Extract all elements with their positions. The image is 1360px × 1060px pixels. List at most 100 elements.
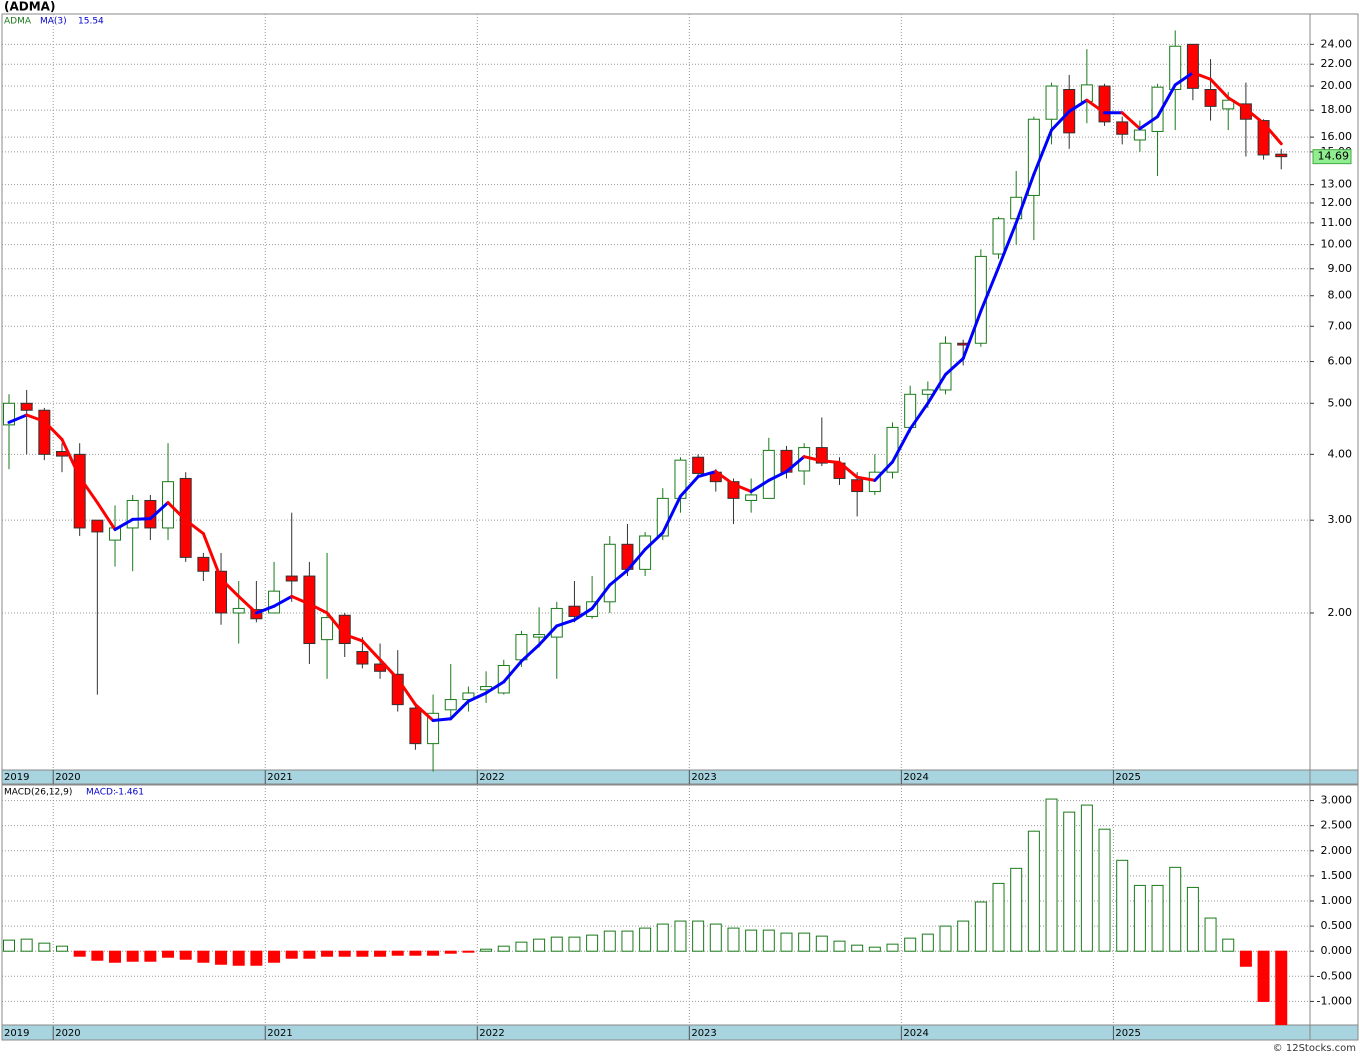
ma-segment — [537, 624, 559, 647]
candle-body — [38, 409, 51, 455]
candle-body — [603, 543, 616, 603]
year-label: 2021 — [267, 1028, 292, 1039]
macd-bar — [73, 950, 86, 957]
candle-body — [126, 499, 139, 529]
year-label: 2024 — [903, 1028, 928, 1039]
macd-bar — [992, 882, 1005, 952]
last-price-box — [1312, 149, 1352, 165]
y-tick-label: 18.00 — [1321, 103, 1353, 116]
macd-bar — [144, 950, 157, 962]
ma-segment — [7, 413, 29, 424]
ma-segment — [519, 643, 541, 663]
macd-bar — [1080, 804, 1093, 952]
year-label: 2022 — [479, 772, 504, 783]
candle-body — [1098, 85, 1111, 123]
y-tick-label: 8.00 — [1328, 289, 1353, 302]
macd-bar — [762, 929, 775, 952]
macd-bar — [91, 950, 104, 961]
ma-segment — [1226, 96, 1248, 111]
year-label: 2022 — [479, 1028, 504, 1039]
candle-body — [1257, 120, 1270, 156]
macd-bar — [1098, 828, 1111, 952]
date-strip-corner — [1309, 1024, 1359, 1041]
ma-segment — [855, 475, 877, 482]
ma-segment — [254, 604, 276, 615]
ma-segment — [307, 602, 329, 615]
macd-bar — [586, 934, 599, 952]
candle-body — [851, 479, 864, 493]
candle-body — [215, 570, 228, 614]
y-tick-label: 11.00 — [1321, 216, 1353, 229]
macd-bar — [568, 936, 581, 952]
ma-segment — [95, 501, 117, 532]
ma-segment — [608, 568, 629, 587]
ma-segment — [1085, 98, 1107, 115]
ma-segment — [78, 475, 99, 505]
ma-segment — [237, 594, 258, 615]
candle-body — [921, 389, 934, 395]
y-tick-label: 2.500 — [1321, 819, 1353, 832]
plot-layer: 2.00 3.00 4.00 5.00 6.00 7.00 8.00 9.00 10.00 11.… — [2, 14, 1352, 1040]
ma-segment — [148, 501, 170, 521]
price-axis — [1309, 13, 1359, 771]
macd-axis — [1309, 784, 1359, 1026]
macd-bar — [162, 950, 175, 958]
symbol-label: ADMA — [4, 17, 32, 27]
macd-bar — [321, 950, 334, 957]
y-tick-label: 0.500 — [1321, 919, 1353, 932]
ma-segment — [661, 494, 682, 535]
ma-segment — [25, 413, 46, 423]
candle-body — [285, 575, 298, 582]
macd-bar — [1239, 950, 1252, 967]
macd-bar — [250, 950, 263, 966]
ma-segment — [944, 357, 965, 377]
macd-bar — [285, 950, 298, 959]
candle-body — [1275, 153, 1288, 158]
macd-bar — [727, 927, 740, 952]
macd-bar — [692, 920, 705, 952]
ma-segment — [343, 633, 364, 643]
candle-body — [745, 494, 758, 501]
candle-body — [197, 556, 210, 572]
ma-segment — [1262, 121, 1283, 146]
ma-segment — [873, 460, 894, 482]
macd-bar — [462, 950, 475, 953]
candle-body — [162, 481, 175, 529]
candle-body — [73, 453, 86, 529]
macd-bar — [303, 950, 316, 959]
ma-segment — [290, 594, 311, 606]
macd-bar — [1204, 917, 1217, 952]
ma-segment — [590, 583, 612, 610]
candle-body — [533, 634, 546, 638]
year-label: 2024 — [903, 772, 928, 783]
ma-segment — [1244, 107, 1266, 125]
ma-segment — [802, 455, 824, 463]
candle-body — [409, 707, 422, 745]
y-tick-label: 20.00 — [1321, 79, 1353, 92]
macd-bar — [851, 944, 864, 952]
ma-segment — [837, 461, 859, 479]
candle-body — [268, 590, 281, 614]
candle-body — [1186, 43, 1199, 89]
ma-segment — [926, 373, 948, 405]
ma-segment — [466, 691, 488, 703]
ma-segment — [643, 531, 665, 551]
ma-segment — [42, 419, 64, 441]
macd-bar — [1275, 950, 1288, 1026]
macd-bar — [603, 930, 616, 952]
macd-bar — [656, 923, 669, 952]
macd-bar — [480, 948, 493, 952]
macd-bar — [179, 950, 192, 960]
macd-bar — [904, 937, 917, 952]
y-tick-label: 12.00 — [1321, 196, 1353, 209]
y-tick-label: 6.00 — [1328, 355, 1353, 368]
ma-segment — [378, 658, 400, 681]
macd-bar — [780, 932, 793, 952]
ma-segment — [572, 606, 594, 622]
year-label: 2021 — [267, 772, 292, 783]
date-strip-corner — [1309, 769, 1359, 785]
ma-segment — [979, 266, 1001, 313]
macd-bar — [232, 950, 245, 966]
y-tick-label: -1.000 — [1317, 994, 1352, 1007]
y-tick-label: 2.000 — [1321, 844, 1353, 857]
